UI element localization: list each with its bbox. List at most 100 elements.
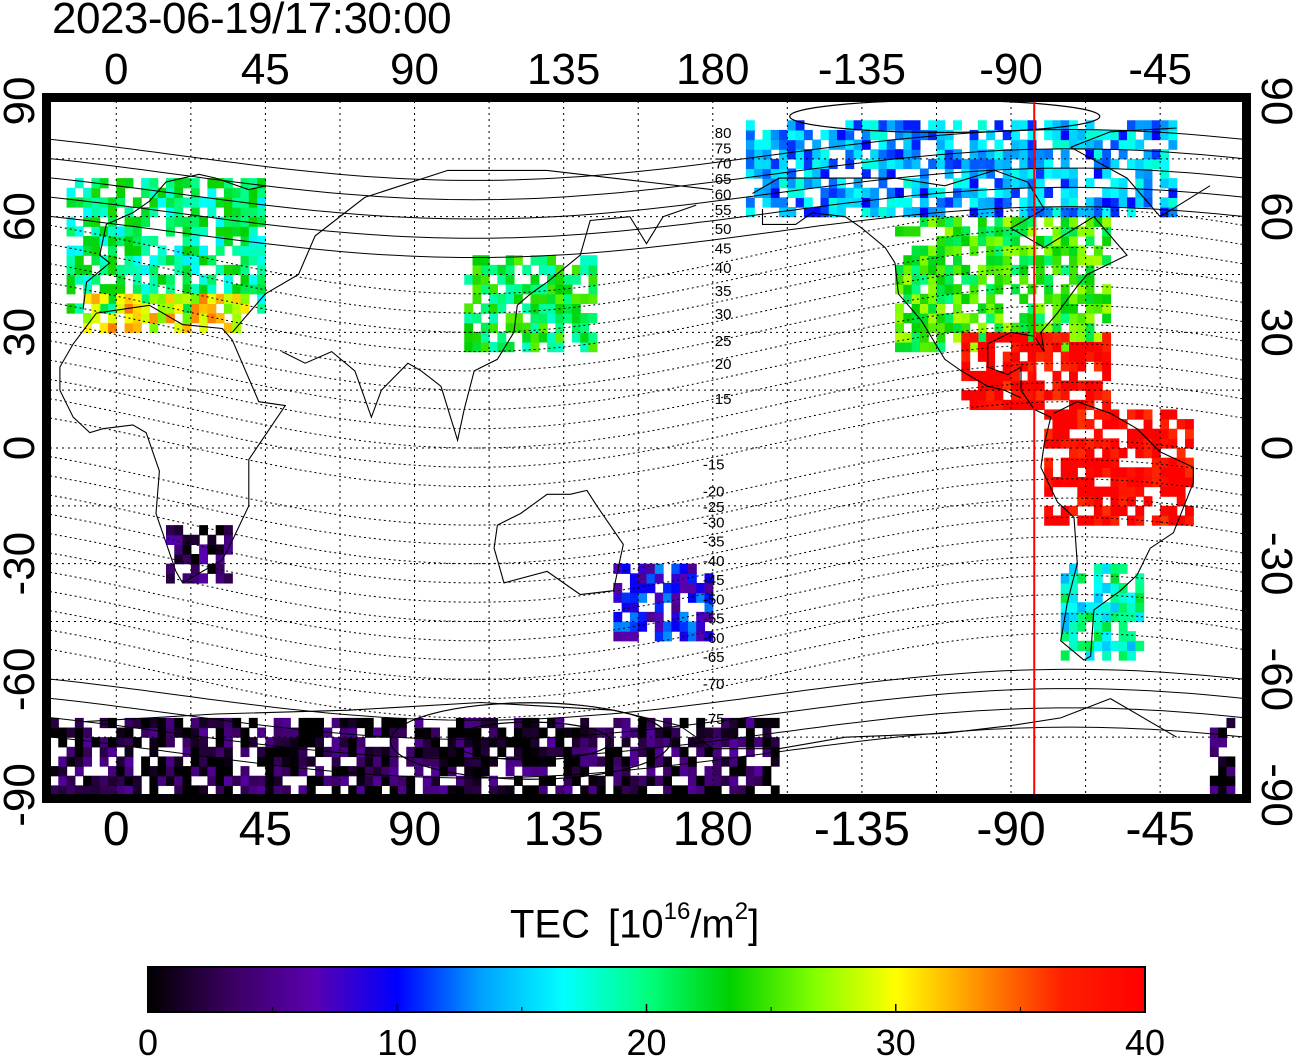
tec-cell	[1060, 650, 1070, 661]
tec-cell	[141, 313, 151, 324]
tec-cell	[223, 785, 233, 795]
tec-cell	[1085, 284, 1095, 295]
tec-cell	[1011, 332, 1020, 343]
tec-cell	[1077, 496, 1087, 507]
tec-cell	[1019, 264, 1029, 276]
tec-cell	[1069, 303, 1078, 314]
tec-cell	[704, 727, 714, 738]
tec-cell	[464, 332, 474, 343]
tec-cell	[83, 313, 93, 324]
tec-cell	[1102, 419, 1112, 430]
tec-cell	[911, 207, 921, 218]
tec-cell	[1019, 197, 1029, 208]
tec-cell	[116, 785, 126, 795]
tec-cell	[986, 380, 996, 391]
tec-cell	[1011, 216, 1020, 227]
tec-cell	[1077, 409, 1087, 420]
tec-cell	[1151, 428, 1161, 439]
tec-cell	[356, 737, 366, 748]
tec-cell	[207, 313, 217, 324]
tec-cell	[903, 226, 913, 237]
tec-cell	[853, 149, 863, 160]
tec-cell	[1168, 476, 1178, 488]
tec-cell	[580, 766, 590, 777]
tec-cell	[712, 785, 722, 795]
tec-cell	[439, 746, 449, 758]
tec-cell	[257, 178, 267, 189]
tec-cell	[58, 785, 68, 795]
tec-cell	[174, 525, 184, 536]
tec-cell	[621, 602, 631, 613]
tec-cell	[1168, 120, 1178, 131]
tec-cell	[1135, 448, 1145, 459]
tec-cell	[1085, 255, 1095, 266]
tec-cell	[1002, 129, 1012, 141]
tec-cell	[215, 197, 225, 208]
tec-cell	[1160, 457, 1170, 468]
tec-cell	[969, 207, 979, 218]
tec-cell	[107, 717, 117, 729]
tec-cell	[489, 756, 498, 767]
tec-cell	[364, 727, 374, 738]
tec-cell	[629, 746, 639, 758]
tec-cell	[83, 207, 93, 218]
tec-cell	[919, 216, 929, 227]
tec-cell	[1102, 158, 1112, 170]
tec-cell	[1069, 621, 1078, 632]
tec-cell	[1011, 149, 1020, 160]
tec-region	[961, 332, 1112, 411]
tec-cell	[1085, 197, 1095, 208]
tec-cell	[795, 197, 805, 208]
tec-cell	[1011, 168, 1020, 179]
tec-cell	[240, 284, 250, 295]
tec-cell	[737, 737, 747, 748]
tec-cell	[306, 717, 316, 729]
tec-cell	[1052, 139, 1062, 150]
tec-cell	[803, 207, 813, 218]
tec-cell	[489, 341, 498, 353]
tec-cell	[182, 178, 192, 189]
tec-cell	[953, 235, 962, 247]
tec-cell	[530, 274, 540, 285]
tec-cell	[696, 611, 706, 623]
tec-cell	[1127, 611, 1136, 623]
tec-cell	[870, 158, 880, 170]
colorbar-unit-post: ]	[748, 902, 760, 947]
tec-cell	[953, 255, 962, 266]
tec-cell	[944, 245, 954, 256]
tec-cell	[754, 168, 764, 179]
tec-cell	[1151, 149, 1161, 160]
tec-cell	[903, 139, 913, 150]
tec-cell	[373, 756, 382, 767]
tec-cell	[944, 168, 954, 179]
tec-cell	[298, 727, 308, 738]
tec-cell	[928, 120, 938, 131]
tec-cell	[99, 746, 109, 758]
tec-cell	[953, 322, 962, 333]
tec-cell	[986, 390, 996, 401]
tec-cell	[1143, 428, 1153, 439]
tec-cell	[1110, 573, 1120, 584]
tec-cell	[149, 746, 159, 758]
tec-cell	[745, 785, 755, 795]
tec-cell	[1077, 476, 1087, 488]
tec-cell	[1085, 476, 1095, 488]
tec-cell	[505, 255, 515, 266]
tec-cell	[986, 303, 996, 314]
tec-cell	[248, 245, 258, 256]
tec-cell	[762, 717, 772, 729]
tec-cell	[522, 737, 532, 748]
tec-cell	[174, 293, 184, 305]
x-tick-label-bottom: 135	[524, 803, 604, 856]
tec-cell	[165, 303, 175, 314]
tec-cell	[248, 284, 258, 295]
tec-cell	[124, 322, 134, 333]
tec-cell	[157, 274, 167, 285]
tec-cell	[969, 399, 979, 411]
tec-cell	[165, 775, 175, 786]
tec-cell	[1102, 650, 1112, 661]
tec-cell	[182, 554, 192, 565]
tec-cell	[638, 573, 648, 584]
tec-cell	[447, 785, 457, 795]
tec-cell	[165, 534, 175, 545]
